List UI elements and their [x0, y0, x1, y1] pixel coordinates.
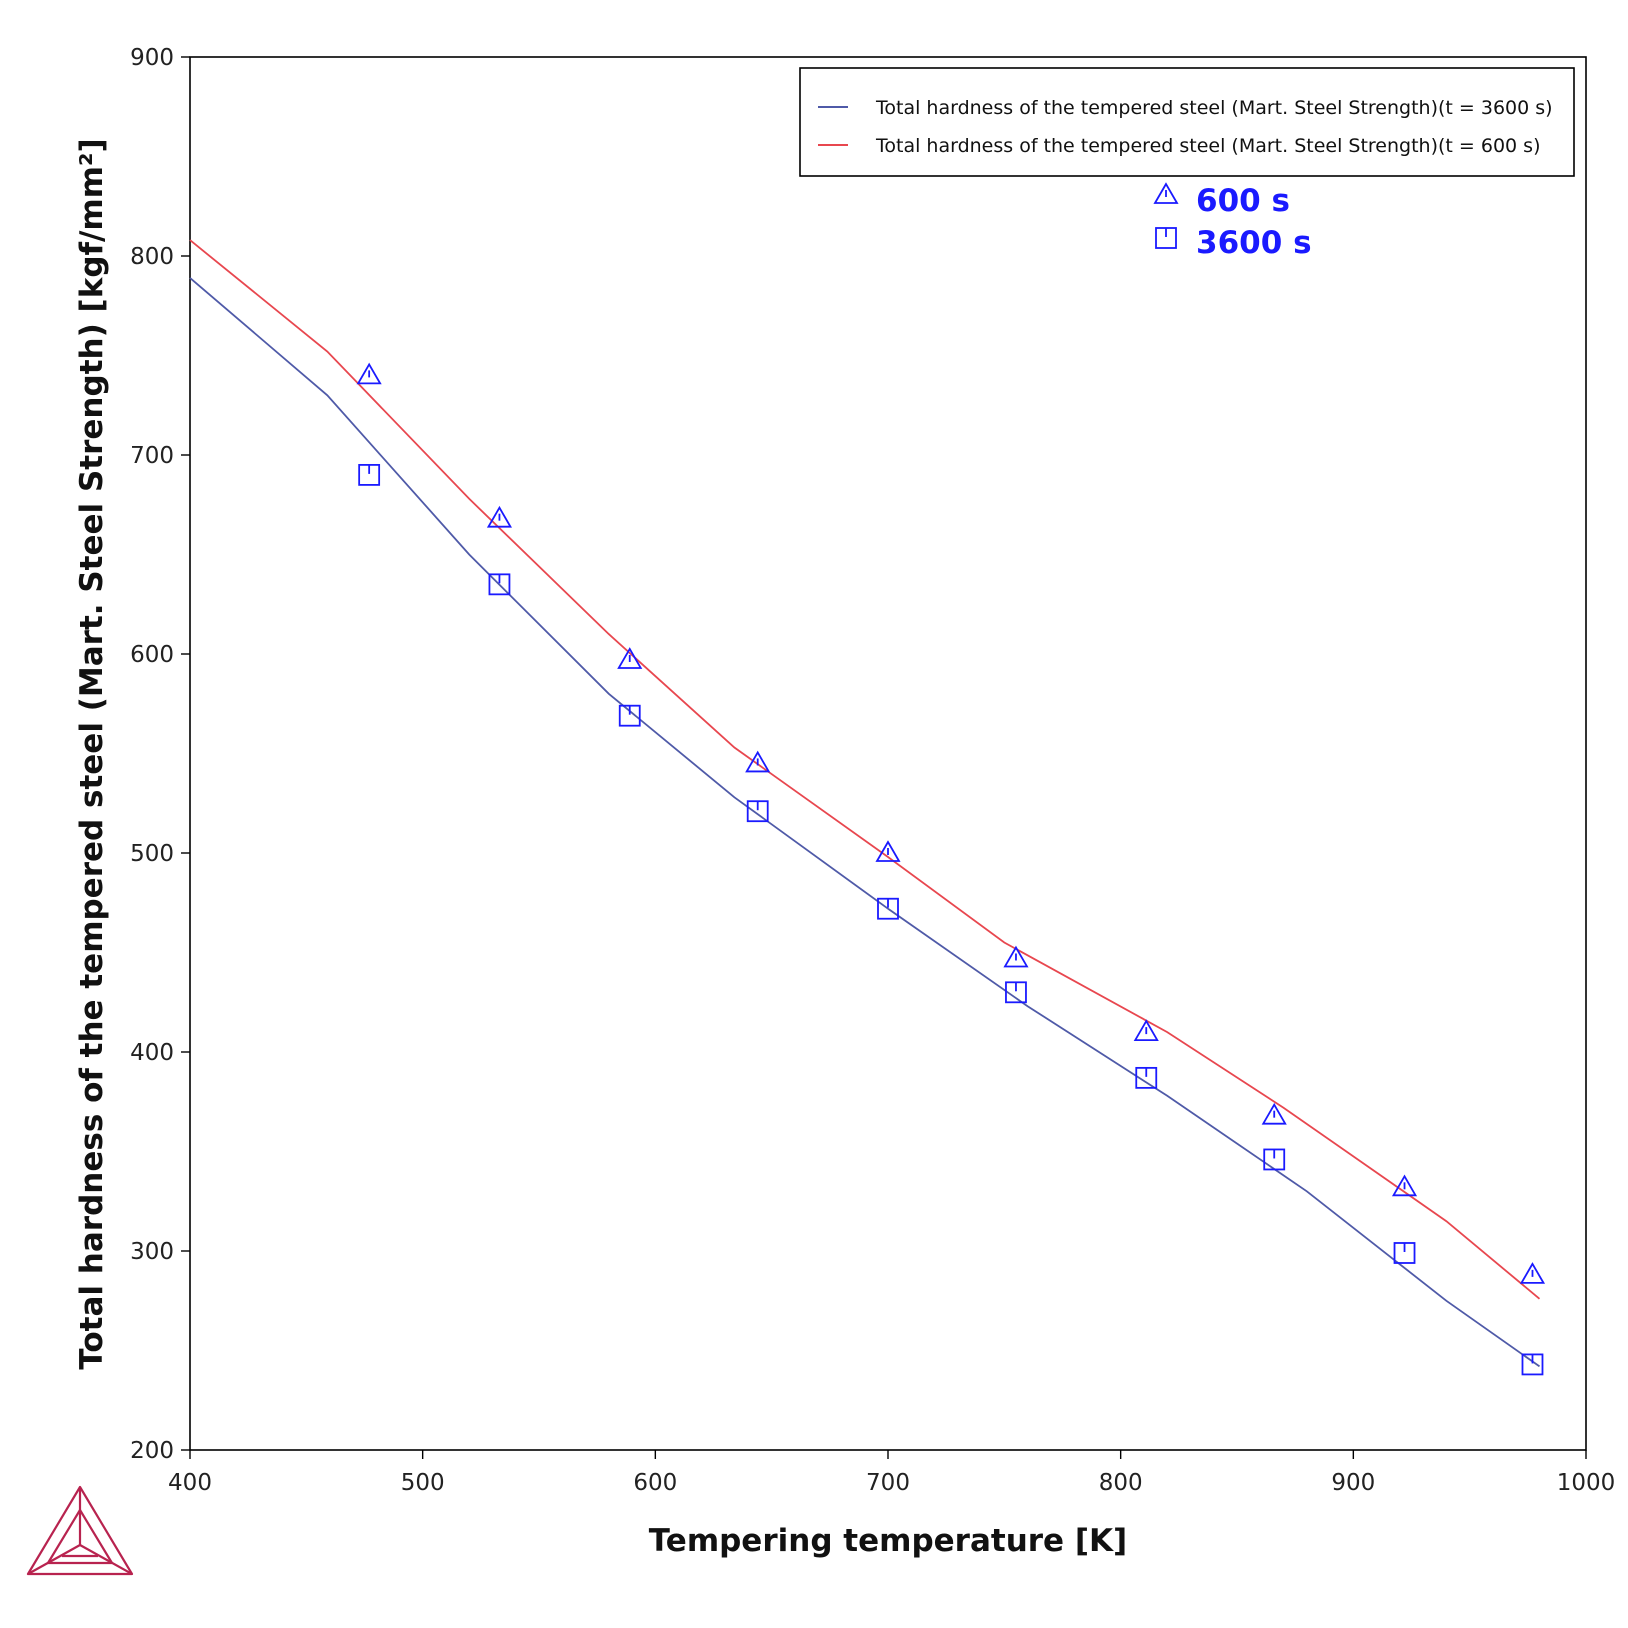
data-point-600s	[875, 840, 901, 862]
plot-frame	[189, 56, 1587, 1451]
data-point-600s	[745, 750, 771, 773]
data-point-600s	[1391, 1174, 1418, 1197]
data-point-600s	[1003, 945, 1029, 968]
x-tick-label: 700	[866, 1470, 910, 1496]
data-point-600s	[1261, 1102, 1287, 1125]
thermo-calc-triangle-logo	[26, 1485, 134, 1576]
data-point-3600s	[618, 704, 641, 727]
legend-label-3600s: Total hardness of the tempered steel (Ma…	[875, 97, 1553, 119]
x-tick-label: 400	[168, 1470, 212, 1496]
legend: Total hardness of the tempered steel (Ma…	[799, 67, 1575, 177]
data-point-3600s	[1393, 1242, 1416, 1264]
annotation-triangle-icon	[1153, 182, 1179, 204]
x-tick-label: 600	[633, 1470, 677, 1496]
data-point-3600s	[1263, 1148, 1286, 1171]
x-tick-label: 1000	[1557, 1470, 1616, 1496]
data-point-3600s	[1005, 981, 1027, 1004]
x-axis-title: Tempering temperature [K]	[649, 1523, 1127, 1559]
x-axis-ticks: 400 500 600 700 800 900 1000	[168, 1450, 1615, 1496]
data-point-3600s	[488, 573, 511, 596]
x-tick-label: 900	[1331, 1470, 1375, 1496]
data-point-600s	[617, 647, 643, 669]
data-point-600s	[356, 362, 382, 385]
x-tick-label: 500	[401, 1470, 445, 1496]
data-point-600s	[1133, 1019, 1159, 1041]
marker-annotation: 600 s 3600 s	[1153, 182, 1312, 261]
annotation-square-icon	[1155, 227, 1177, 249]
x-tick-label: 800	[1099, 1470, 1143, 1496]
marker-layer	[356, 362, 1546, 1376]
y-tick-label: 800	[130, 244, 174, 270]
y-tick-label: 900	[130, 45, 174, 71]
y-tick-label: 200	[130, 1438, 174, 1464]
series-layer	[189, 239, 1541, 1368]
annotation-label-600s: 600 s	[1196, 183, 1290, 219]
data-point-3600s	[1135, 1066, 1158, 1089]
legend-label-600s: Total hardness of the tempered steel (Ma…	[875, 135, 1540, 157]
y-tick-label: 500	[130, 841, 174, 867]
y-axis-title: Total hardness of the tempered steel (Ma…	[74, 138, 110, 1369]
series-line-600s	[189, 239, 1541, 1300]
legend-box	[799, 67, 1575, 177]
data-point-3600s	[746, 800, 769, 823]
data-point-3600s	[1521, 1353, 1544, 1376]
y-tick-label: 300	[130, 1239, 174, 1265]
y-tick-label: 400	[130, 1040, 174, 1066]
data-point-3600s	[877, 897, 899, 920]
annotation-triangle-marker	[1153, 182, 1179, 204]
data-point-3600s	[358, 463, 381, 486]
y-tick-label: 700	[130, 443, 174, 469]
annotation-label-3600s: 3600 s	[1196, 225, 1312, 261]
series-line-3600s	[189, 277, 1541, 1368]
y-axis-ticks: 200 300 400 500 600 700 800 900	[130, 45, 190, 1464]
data-point-600s	[1519, 1262, 1546, 1284]
y-tick-label: 600	[130, 642, 174, 668]
annotation-square-marker	[1155, 227, 1177, 249]
data-point-600s	[486, 505, 513, 528]
